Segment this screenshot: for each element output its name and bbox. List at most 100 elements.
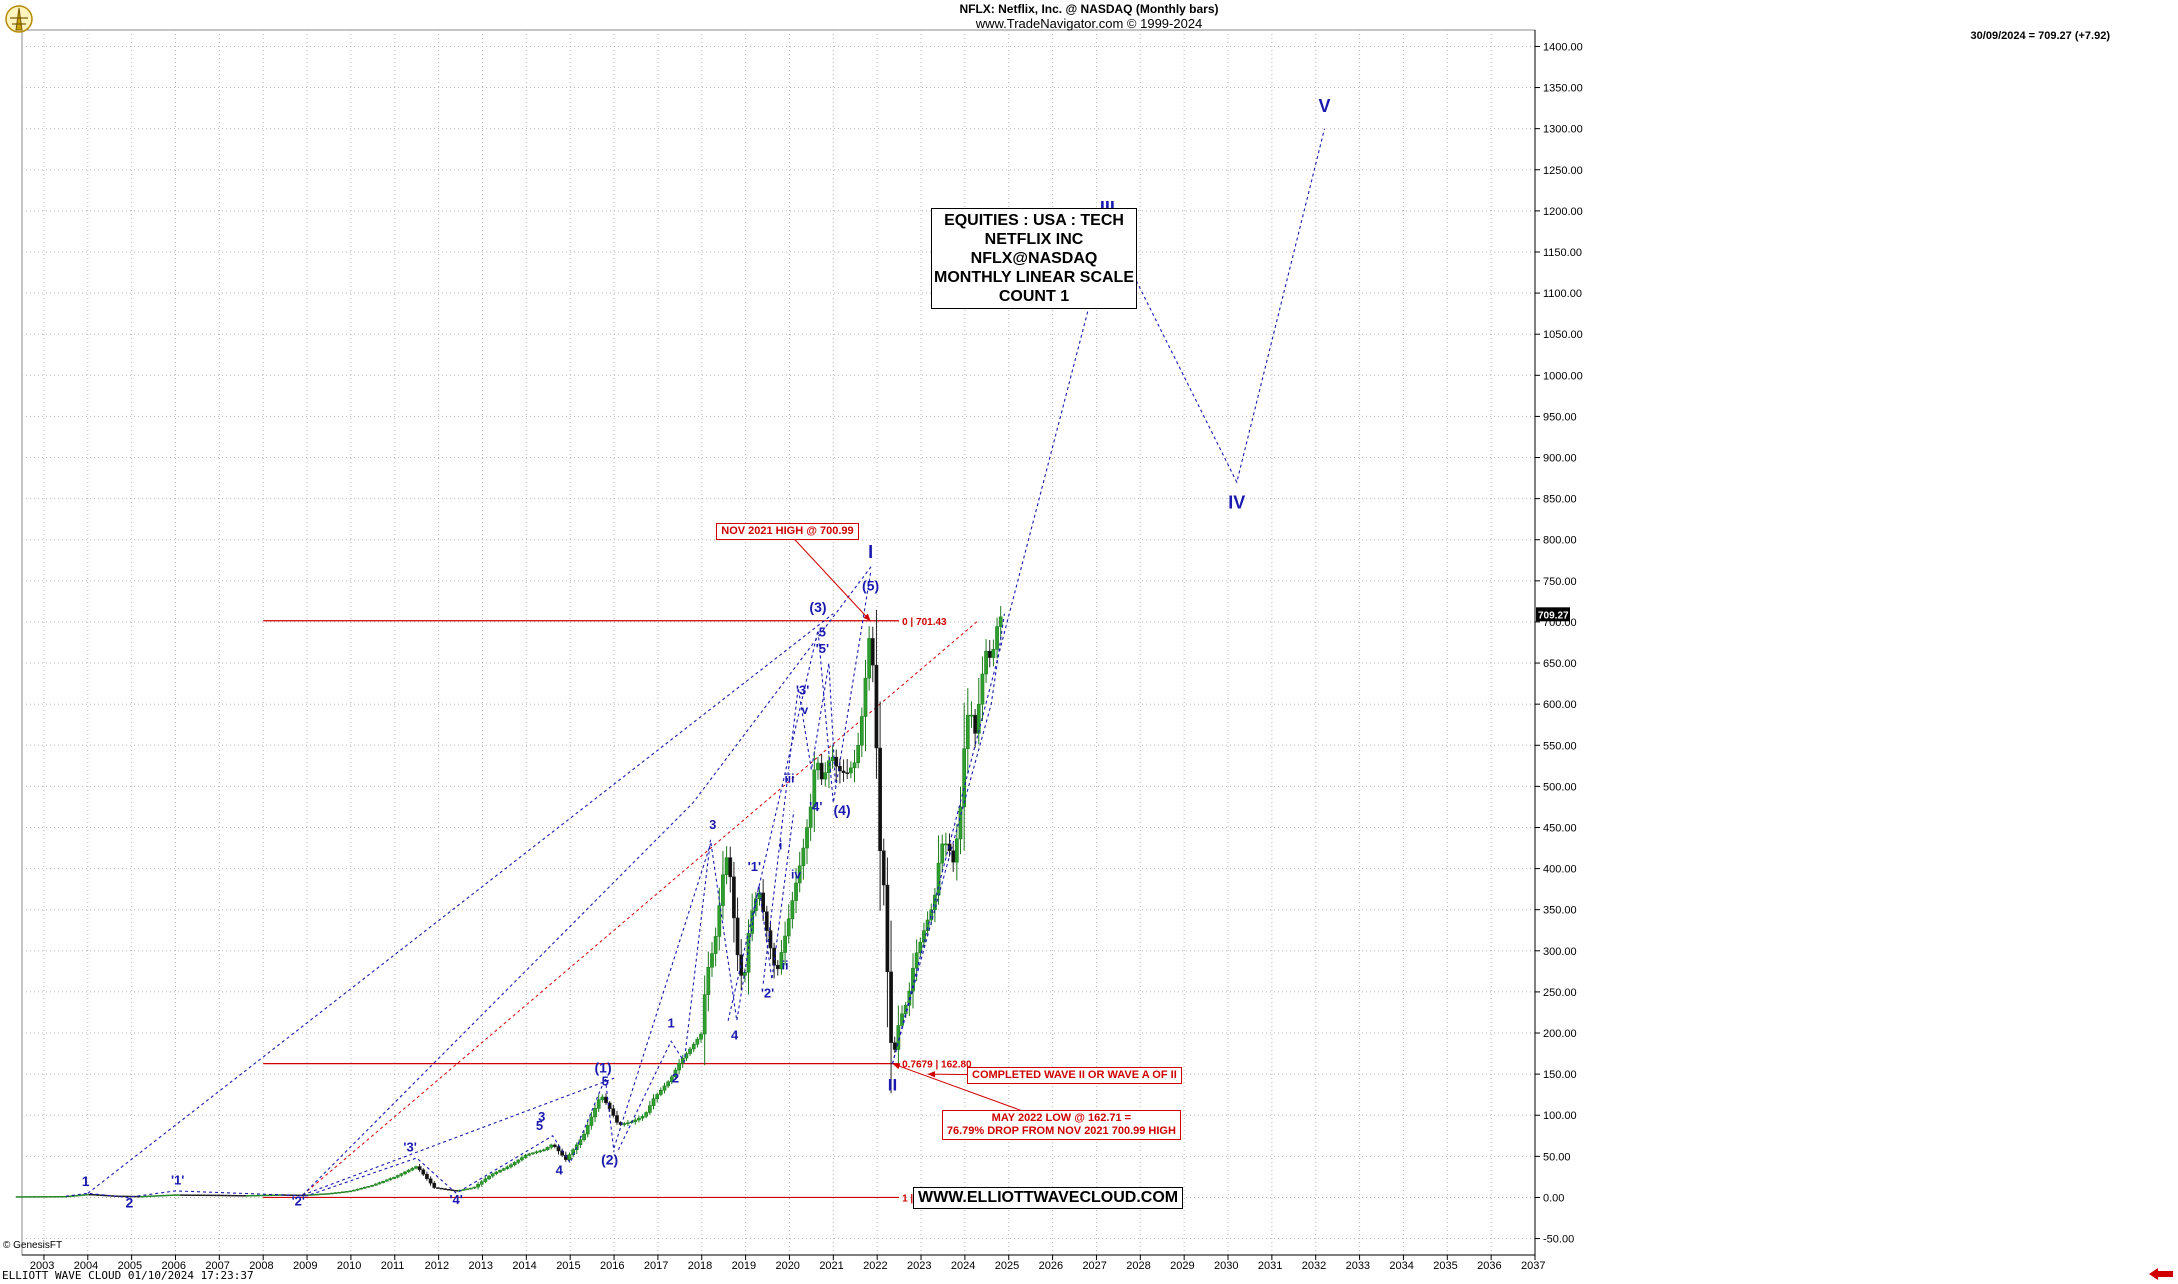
price-bar-body	[721, 874, 725, 906]
price-bar-body	[45, 1196, 49, 1198]
x-tick-label: 2036	[1477, 1260, 1501, 1272]
price-bar-body	[933, 894, 937, 910]
price-bar-body	[658, 1089, 663, 1095]
price-bar-body	[443, 1188, 448, 1190]
x-tick-label: 2013	[468, 1260, 492, 1272]
wave-label: I	[868, 542, 873, 562]
x-tick-label: 2035	[1433, 1260, 1457, 1272]
price-bar-body	[845, 772, 850, 774]
wave-label: ii	[782, 959, 789, 973]
price-bar-body	[808, 806, 813, 828]
x-axis: 2003 2004 2005 2006 2007 2008 2009 2010 2011 2012…	[22, 1254, 1545, 1272]
website-label: WWW.ELLIOTTWAVECLOUD.COM	[913, 1187, 1184, 1209]
price-bar-body	[454, 1190, 459, 1192]
y-tick-label: 400.00	[1543, 864, 1577, 876]
price-bar-body	[308, 1194, 312, 1196]
price-bar-body	[253, 1194, 258, 1197]
footer-status: ELLIOTT WAVE CLOUD 01/10/2024 17:23:37	[2, 1269, 254, 1282]
price-bar-body	[637, 1117, 641, 1121]
price-bar-body	[421, 1169, 426, 1175]
price-bar-body	[246, 1195, 250, 1197]
price-bar-body	[596, 1099, 601, 1109]
info-line: EQUITIES : USA : TECH	[944, 212, 1124, 229]
price-bar-body	[929, 909, 934, 921]
x-tick-label: 2021	[819, 1260, 843, 1272]
wave-label: v	[801, 703, 808, 717]
price-bar-body	[235, 1194, 239, 1197]
may-2022-low-callout: MAY 2022 LOW @ 162.71 = 76.79% DROP FROM …	[941, 1110, 1181, 1141]
x-tick-label: 2032	[1302, 1260, 1326, 1272]
price-bar-body	[403, 1171, 407, 1174]
y-tick-label: 950.00	[1543, 411, 1577, 423]
y-tick-label: 550.00	[1543, 740, 1577, 752]
price-bar-body	[19, 1196, 24, 1198]
y-tick-label: -50.00	[1543, 1234, 1574, 1246]
x-tick-label: 2008	[249, 1260, 273, 1272]
price-bar-body	[213, 1194, 217, 1197]
price-bar-body	[761, 892, 766, 913]
instrument-info-box: EQUITIES : USA : TECH NETFLIX INC NFLX@N…	[931, 208, 1137, 309]
price-bar-body	[26, 1196, 31, 1198]
price-bar-body	[702, 994, 707, 1035]
price-bar-body	[23, 1196, 27, 1198]
lighthouse-logo-icon[interactable]	[4, 4, 34, 34]
x-tick-label: 2033	[1346, 1260, 1370, 1272]
wave-label: 1	[667, 1015, 674, 1030]
price-bar-body	[669, 1076, 674, 1082]
price-bar-body	[417, 1166, 422, 1171]
price-bars	[15, 606, 1003, 1198]
x-tick-label: 2007	[205, 1260, 229, 1272]
fib-level-label: 0 | 701.43	[902, 617, 947, 628]
wave-label: 1	[82, 1173, 90, 1189]
y-tick-label: 750.00	[1543, 576, 1577, 588]
wave-label: '4'	[809, 799, 822, 814]
y-tick-label: 1400.00	[1543, 41, 1583, 53]
callout-text: 76.79% DROP FROM NOV 2021 700.99 HIGH	[946, 1125, 1176, 1138]
price-bar-body	[169, 1194, 173, 1197]
price-bar-body	[315, 1193, 320, 1196]
y-tick-label: 0.00	[1543, 1192, 1564, 1204]
wave-line-channel-upper	[87, 613, 834, 1194]
price-bar-body	[516, 1159, 521, 1163]
wave-label: '2'	[761, 986, 774, 1001]
price-bar-body	[260, 1194, 265, 1197]
price-bar-body	[410, 1168, 415, 1171]
price-bar-body	[870, 638, 875, 666]
price-bar-body	[951, 850, 956, 863]
wave-label: 2	[126, 1194, 134, 1210]
price-bar-body	[370, 1185, 374, 1187]
price-bar-body	[333, 1192, 338, 1194]
nov-2021-high-callout: NOV 2021 HIGH @ 700.99	[716, 523, 859, 540]
price-bar-body	[176, 1194, 181, 1196]
price-bar-body	[724, 857, 729, 876]
price-bar-body	[695, 1038, 700, 1045]
price-bar-body	[538, 1150, 543, 1153]
price-bar-body	[699, 1033, 703, 1040]
price-bar-body	[600, 1096, 605, 1101]
callout-text: COMPLETED WAVE II OR WAVE A OF II	[972, 1069, 1177, 1082]
price-bar-body	[710, 953, 714, 968]
price-bar-body	[812, 769, 817, 808]
callout-text: NOV 2021 HIGH @ 700.99	[721, 525, 854, 537]
price-bar-body	[447, 1188, 451, 1191]
wave-label: (1)	[595, 1059, 612, 1075]
left-arrow-icon[interactable]	[2148, 1267, 2174, 1281]
x-tick-label: 2031	[1258, 1260, 1282, 1272]
callout-text: MAY 2022 LOW @ 162.71 =	[991, 1112, 1132, 1125]
price-bar-body	[805, 827, 809, 849]
price-bar-body	[205, 1194, 210, 1197]
wave-label: 4	[731, 1028, 739, 1043]
price-bar-body	[615, 1115, 619, 1123]
price-bar-body	[436, 1187, 440, 1189]
price-bar-body	[30, 1196, 35, 1198]
price-bar-body	[841, 770, 846, 773]
price-bar-body	[55, 1196, 60, 1198]
x-tick-label: 2025	[995, 1260, 1019, 1272]
y-tick-label: 300.00	[1543, 946, 1577, 958]
x-tick-label: 2022	[863, 1260, 887, 1272]
y-tick-label: 1350.00	[1543, 83, 1583, 95]
y-tick-label: 1250.00	[1543, 165, 1583, 177]
wave-label: 2	[672, 1070, 679, 1085]
wave-line-sub-wave-iii-iv-v	[762, 663, 837, 984]
